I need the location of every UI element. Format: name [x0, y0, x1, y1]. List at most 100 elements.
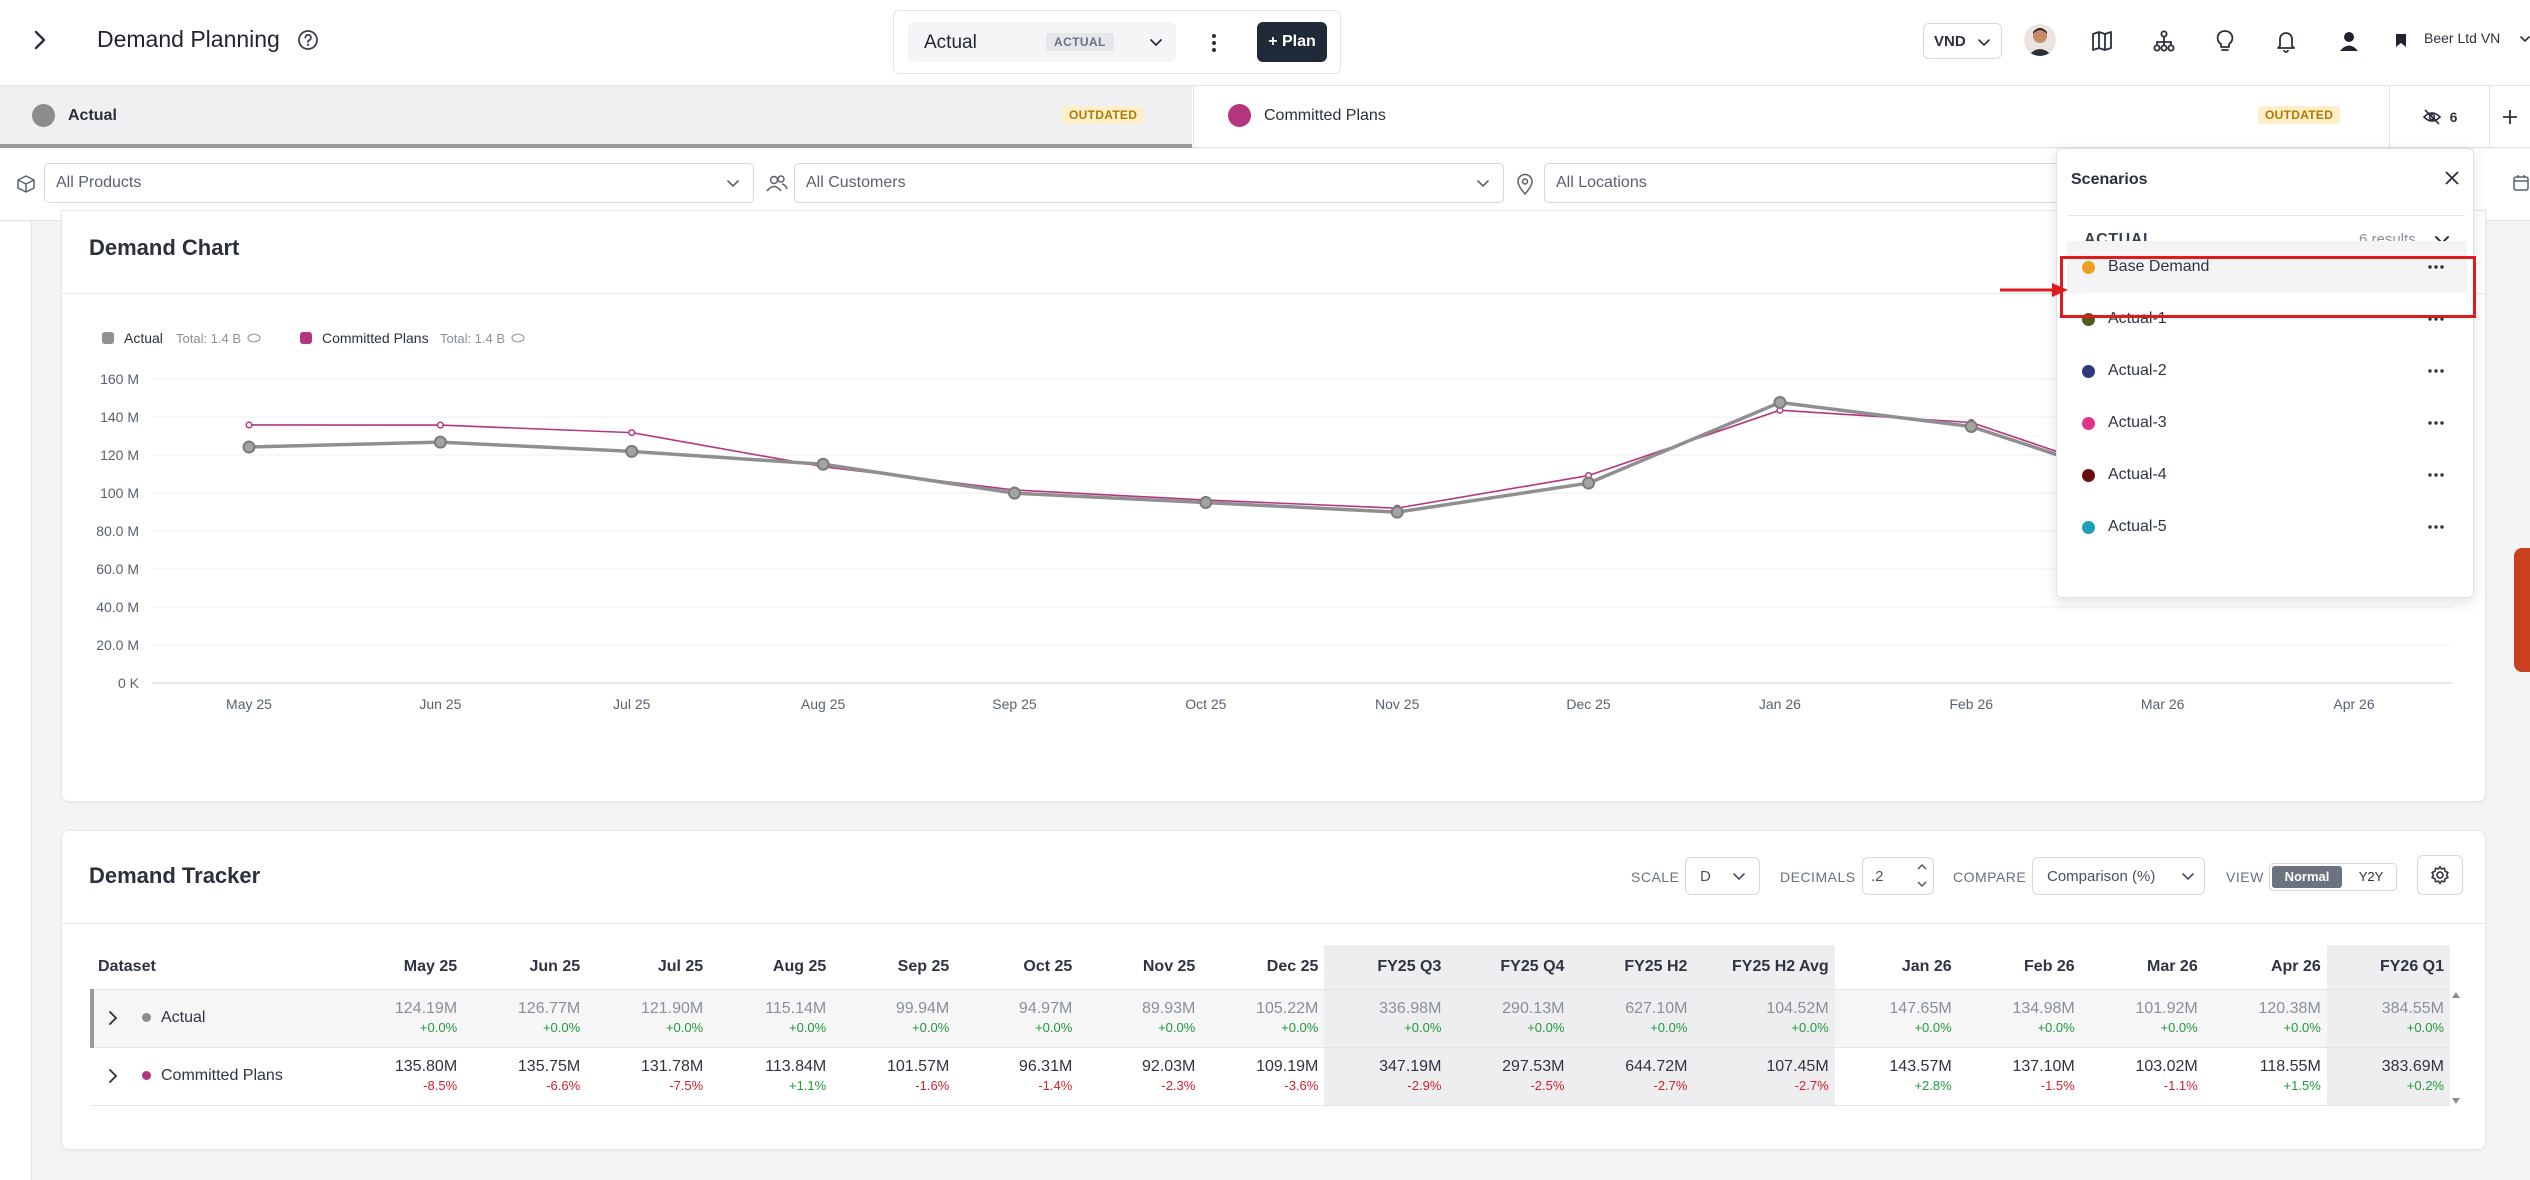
value-cell[interactable]: 297.53M -2.5% — [1447, 1047, 1571, 1106]
value-cell[interactable]: 627.10M +0.0% — [1570, 989, 1694, 1048]
column-header[interactable]: FY25 Q3 — [1324, 945, 1448, 990]
column-header[interactable]: FY25 H2 Avg — [1693, 945, 1835, 990]
hierarchy-icon[interactable] — [2149, 26, 2179, 56]
column-header[interactable]: Jun 25 — [463, 945, 587, 990]
company-switcher[interactable]: Beer Ltd VN — [2424, 30, 2530, 54]
value-cell[interactable]: 120.38M +0.0% — [2203, 989, 2327, 1048]
account-icon[interactable] — [2334, 26, 2364, 56]
scale-select[interactable]: D — [1685, 857, 1760, 895]
scenario-item-actual-3[interactable]: Actual-3 — [2067, 397, 2467, 449]
scenario-item-actual-4[interactable]: Actual-4 — [2067, 449, 2467, 501]
lightbulb-icon[interactable] — [2210, 26, 2240, 56]
more-horizontal-icon[interactable] — [2427, 253, 2445, 281]
value-cell[interactable]: 89.93M +0.0% — [1078, 989, 1202, 1048]
scenario-select[interactable]: Actual ACTUAL — [908, 22, 1176, 62]
dataset-cell[interactable]: Actual — [90, 989, 333, 1048]
value-cell[interactable]: 96.31M -1.4% — [955, 1047, 1079, 1106]
column-header[interactable]: Mar 26 — [2080, 945, 2204, 990]
value-cell[interactable]: 290.13M +0.0% — [1447, 989, 1571, 1048]
expand-row-icon[interactable] — [108, 1010, 118, 1026]
value-cell[interactable]: 147.65M +0.0% — [1834, 989, 1958, 1048]
more-horizontal-icon[interactable] — [2427, 461, 2445, 489]
value-cell[interactable]: 135.75M -6.6% — [463, 1047, 587, 1106]
add-tab-button[interactable] — [2489, 86, 2530, 148]
dataset-cell[interactable]: Committed Plans — [92, 1047, 333, 1106]
value-cell[interactable]: 113.84M +1.1% — [709, 1047, 833, 1106]
customers-filter[interactable]: All Customers — [794, 163, 1504, 203]
value-cell[interactable]: 99.94M +0.0% — [832, 989, 956, 1048]
feedback-tab[interactable] — [2514, 548, 2530, 672]
hidden-scenarios-toggle[interactable]: 6 — [2389, 86, 2489, 148]
value-cell[interactable]: 101.57M -1.6% — [832, 1047, 956, 1106]
expand-row-icon[interactable] — [108, 1068, 118, 1084]
close-icon[interactable] — [2443, 169, 2461, 187]
scenario-item-actual-2[interactable]: Actual-2 — [2067, 345, 2467, 397]
column-header[interactable]: Aug 25 — [709, 945, 833, 990]
value-cell[interactable]: 118.55M +1.5% — [2203, 1047, 2327, 1106]
column-header[interactable]: Jul 25 — [586, 945, 710, 990]
value-cell[interactable]: 115.14M +0.0% — [709, 989, 833, 1048]
column-header[interactable]: Nov 25 — [1078, 945, 1202, 990]
help-icon[interactable] — [296, 28, 320, 52]
value-cell[interactable]: 103.02M -1.1% — [2080, 1047, 2204, 1106]
value-cell[interactable]: 124.19M +0.0% — [332, 989, 464, 1048]
settings-gear-button[interactable] — [2417, 855, 2463, 895]
column-header[interactable]: Feb 26 — [1957, 945, 2081, 990]
value-cell[interactable]: 134.98M +0.0% — [1957, 989, 2081, 1048]
view-y2y-button[interactable]: Y2Y — [2358, 869, 2384, 884]
decimals-stepper[interactable]: .2 — [1862, 857, 1934, 895]
value-cell[interactable]: 384.55M +0.0% — [2326, 989, 2450, 1048]
value-cell[interactable]: 92.03M -2.3% — [1078, 1047, 1202, 1106]
tab-committed-plans[interactable]: Committed Plans OUTDATED — [1193, 86, 2389, 148]
value-cell[interactable]: 383.69M +0.2% — [2326, 1047, 2450, 1106]
column-header[interactable]: Apr 26 — [2203, 945, 2327, 990]
column-header[interactable]: FY26 Q1 — [2326, 945, 2450, 990]
stepper-down-icon[interactable] — [1915, 877, 1929, 891]
currency-select[interactable]: VND — [1923, 23, 2002, 59]
tab-actual[interactable]: Actual OUTDATED — [0, 86, 1192, 148]
column-header[interactable]: Oct 25 — [955, 945, 1079, 990]
more-horizontal-icon[interactable] — [2427, 409, 2445, 437]
value-cell[interactable]: 94.97M +0.0% — [955, 989, 1079, 1048]
scenario-item-actual-5[interactable]: Actual-5 — [2067, 501, 2467, 553]
locations-filter[interactable]: All Locations — [1544, 163, 2064, 203]
value-cell[interactable]: 101.92M +0.0% — [2080, 989, 2204, 1048]
column-header[interactable]: FY25 Q4 — [1447, 945, 1571, 990]
value-cell[interactable]: 107.45M -2.7% — [1693, 1047, 1835, 1106]
table-row[interactable]: Committed Plans 135.80M -8.5% 135.75M -6.6% 1… — [92, 1047, 2450, 1106]
add-plan-button[interactable]: + Plan — [1257, 22, 1327, 62]
more-horizontal-icon[interactable] — [2427, 357, 2445, 385]
value-cell[interactable]: 137.10M -1.5% — [1957, 1047, 2081, 1106]
column-header[interactable]: Jan 26 — [1834, 945, 1958, 990]
value-cell[interactable]: 121.90M +0.0% — [586, 989, 710, 1048]
column-header[interactable]: FY25 H2 — [1570, 945, 1694, 990]
table-row[interactable]: Actual 124.19M +0.0% 126.77M +0.0% 121.90M +0.… — [90, 989, 2450, 1048]
more-horizontal-icon[interactable] — [2427, 305, 2445, 333]
user-avatar-photo[interactable] — [2024, 24, 2056, 56]
stepper-up-icon[interactable] — [1915, 860, 1929, 874]
value-cell[interactable]: 104.52M +0.0% — [1693, 989, 1835, 1048]
scenario-item-base-demand[interactable]: Base Demand — [2067, 241, 2467, 293]
column-header[interactable]: May 25 — [332, 945, 464, 990]
calendar-icon[interactable] — [2512, 174, 2530, 192]
value-cell[interactable]: 135.80M -8.5% — [332, 1047, 464, 1106]
map-icon[interactable] — [2087, 26, 2117, 56]
expand-sidebar-icon[interactable] — [26, 26, 54, 54]
compare-select[interactable]: Comparison (%) — [2032, 857, 2205, 895]
scroll-up-icon[interactable] — [2451, 991, 2461, 999]
value-cell[interactable]: 126.77M +0.0% — [463, 989, 587, 1048]
value-cell[interactable]: 105.22M +0.0% — [1201, 989, 1325, 1048]
notifications-bell-icon[interactable] — [2271, 26, 2301, 56]
more-vertical-icon[interactable] — [1202, 29, 1226, 57]
column-header[interactable]: Sep 25 — [832, 945, 956, 990]
value-cell[interactable]: 109.19M -3.6% — [1201, 1047, 1325, 1106]
value-cell[interactable]: 336.98M +0.0% — [1324, 989, 1448, 1048]
value-cell[interactable]: 131.78M -7.5% — [586, 1047, 710, 1106]
value-cell[interactable]: 644.72M -2.7% — [1570, 1047, 1694, 1106]
scroll-down-icon[interactable] — [2451, 1097, 2461, 1105]
products-filter[interactable]: All Products — [44, 163, 754, 203]
view-normal-button[interactable]: Normal — [2272, 866, 2342, 888]
more-horizontal-icon[interactable] — [2427, 513, 2445, 541]
value-cell[interactable]: 347.19M -2.9% — [1324, 1047, 1448, 1106]
column-header[interactable]: Dec 25 — [1201, 945, 1325, 990]
